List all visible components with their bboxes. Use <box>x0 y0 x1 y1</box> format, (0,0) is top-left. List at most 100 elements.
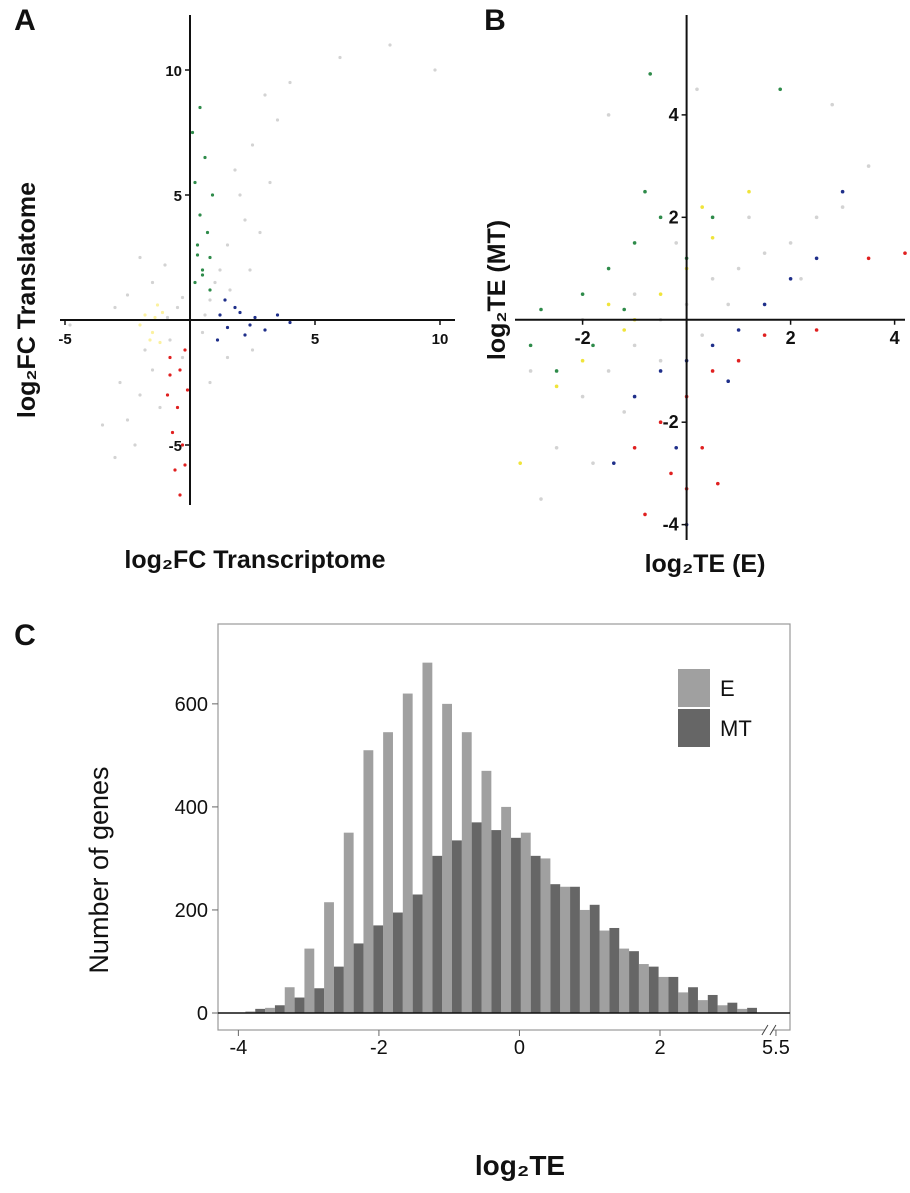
point <box>150 368 155 372</box>
bar <box>363 750 374 1013</box>
point <box>195 243 200 247</box>
point <box>612 461 616 465</box>
bar <box>265 1007 275 1013</box>
point <box>288 320 292 325</box>
point <box>622 410 626 414</box>
y-tick-label: -4 <box>663 515 679 535</box>
point <box>695 87 699 92</box>
bar <box>707 994 718 1013</box>
point <box>180 355 185 360</box>
bar <box>383 732 393 1013</box>
y-tick-label: -5 <box>169 438 182 455</box>
bar <box>471 822 482 1013</box>
point <box>539 307 543 312</box>
point <box>710 276 715 281</box>
point <box>250 348 255 352</box>
point <box>180 443 185 447</box>
bar <box>747 1007 757 1013</box>
point <box>700 333 704 337</box>
point <box>788 241 793 245</box>
point <box>185 388 190 392</box>
bar <box>324 902 334 1013</box>
point <box>674 446 678 450</box>
legend-label: MT <box>720 716 752 741</box>
y-tick-label: 200 <box>175 900 208 922</box>
point <box>68 323 72 327</box>
point <box>190 130 195 135</box>
point <box>643 189 647 194</box>
bar <box>402 693 413 1013</box>
point <box>700 205 704 209</box>
point <box>200 268 205 272</box>
point <box>268 180 272 185</box>
point <box>125 293 130 297</box>
point <box>762 333 767 337</box>
bar <box>658 976 669 1013</box>
legend-swatch <box>678 669 710 707</box>
point <box>233 168 237 172</box>
point <box>198 105 202 110</box>
point <box>168 355 172 360</box>
point <box>788 276 793 281</box>
point <box>218 268 222 272</box>
point <box>113 455 117 460</box>
point <box>338 55 342 60</box>
point <box>528 369 533 373</box>
bar <box>442 703 452 1013</box>
point <box>250 143 255 147</box>
x-axis-label: log₂TE (E) <box>645 550 766 578</box>
point <box>248 323 252 327</box>
point <box>747 215 751 220</box>
point <box>153 315 157 320</box>
point <box>736 328 741 332</box>
point <box>163 263 167 267</box>
point <box>138 393 142 397</box>
bar <box>373 925 384 1013</box>
bar <box>648 966 659 1013</box>
bar <box>343 832 354 1013</box>
point <box>225 243 230 247</box>
bar <box>520 832 531 1013</box>
x-tick-label: 2 <box>654 1037 665 1059</box>
point <box>233 305 237 310</box>
panel-label: B <box>484 4 506 37</box>
x-tick-label: 4 <box>890 328 900 348</box>
point <box>275 118 280 122</box>
x-tick-label: 5 <box>311 331 319 348</box>
point <box>658 292 663 296</box>
plot-frame <box>217 623 791 1031</box>
point <box>218 313 222 317</box>
point <box>138 323 142 327</box>
point <box>840 189 845 194</box>
point <box>175 305 180 310</box>
point <box>632 446 637 450</box>
point <box>762 302 767 307</box>
y-tick-label: 5 <box>174 188 182 205</box>
legend-swatch <box>678 709 710 747</box>
point <box>814 215 819 220</box>
point <box>658 358 663 363</box>
bar <box>491 830 502 1013</box>
y-tick-label: 400 <box>175 797 208 819</box>
point <box>658 215 663 220</box>
bar <box>629 951 639 1013</box>
point <box>747 189 751 194</box>
point <box>726 379 730 384</box>
point <box>736 358 741 363</box>
bar <box>255 1008 266 1013</box>
point <box>658 420 663 424</box>
point <box>198 213 202 217</box>
bar <box>284 987 295 1013</box>
point <box>170 430 175 435</box>
point <box>263 93 267 97</box>
bar <box>668 976 679 1013</box>
bar <box>353 943 364 1013</box>
point <box>195 253 200 257</box>
point <box>158 405 162 410</box>
bar <box>333 966 344 1013</box>
point <box>193 280 197 285</box>
point <box>148 338 152 342</box>
bar <box>314 988 325 1013</box>
x-axis-label: log₂TE <box>475 1150 565 1181</box>
